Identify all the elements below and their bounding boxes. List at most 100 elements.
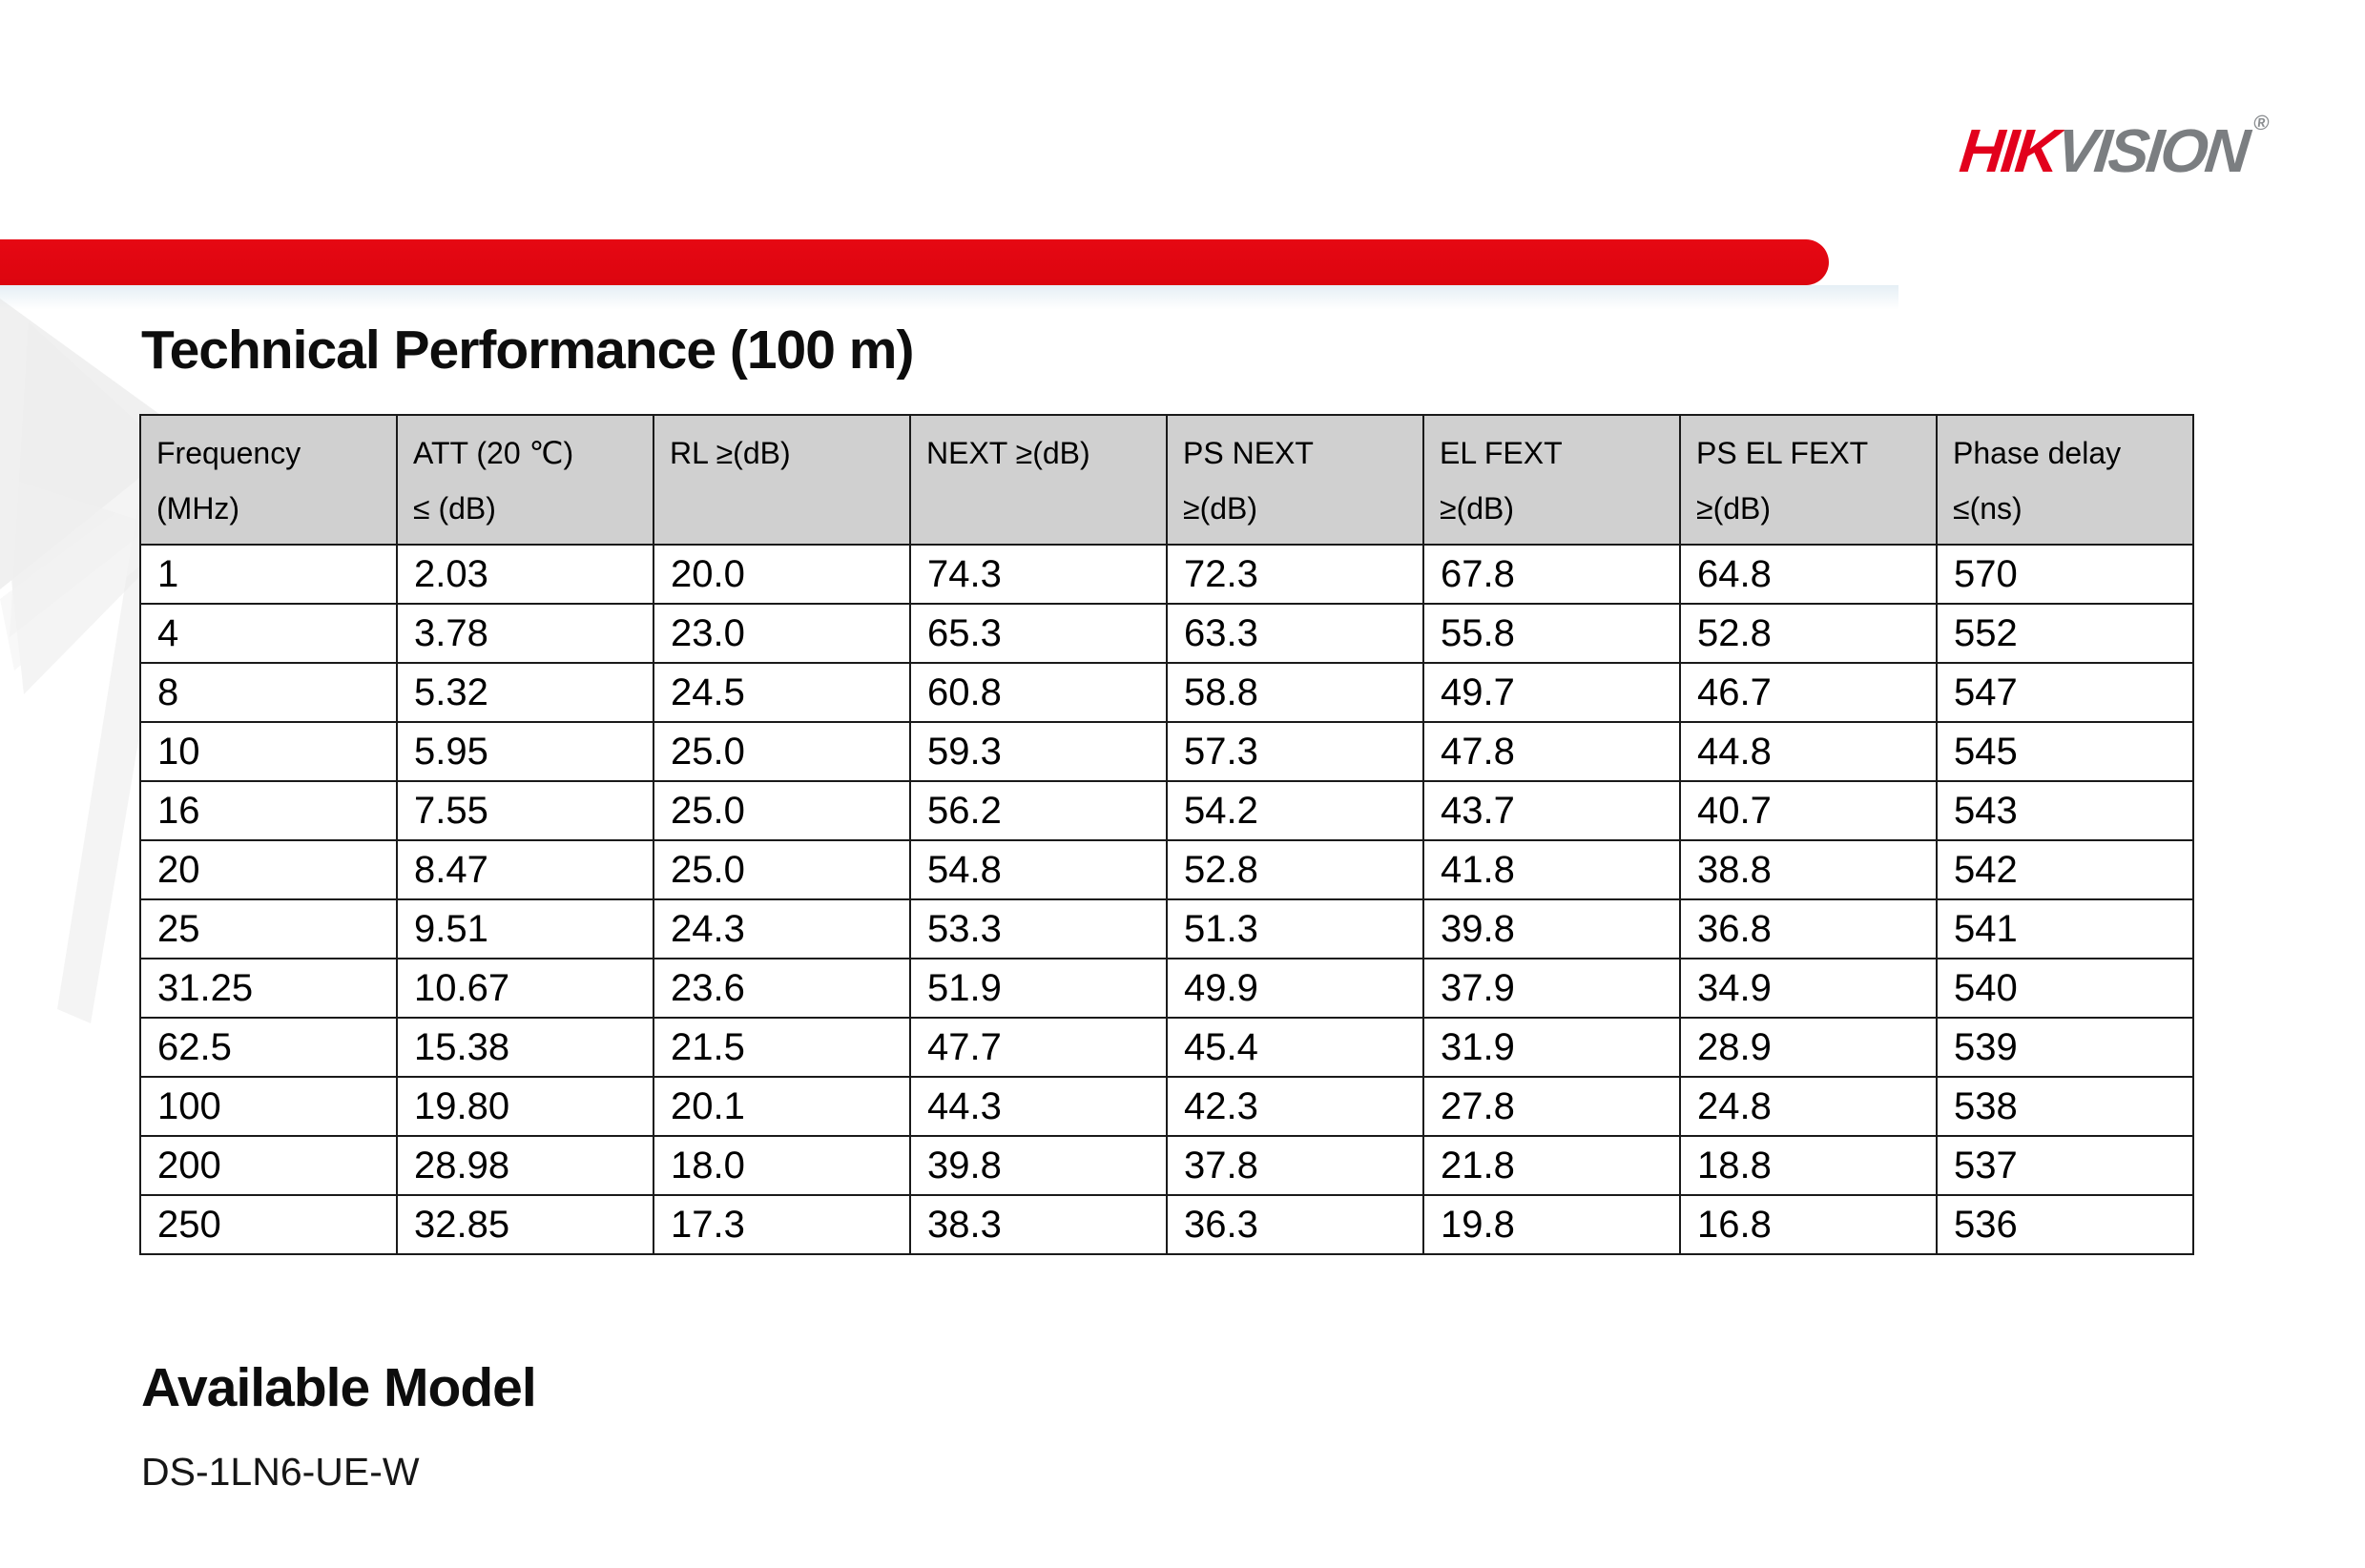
table-cell: 16 <box>139 780 398 841</box>
table-cell: 53.3 <box>909 898 1168 959</box>
technical-performance-table: Frequency (MHz) ATT (20 ℃) ≤ (dB) RL ≥(dB) NE… <box>139 414 2194 1255</box>
table-cell: 60.8 <box>909 662 1168 723</box>
table-cell: 9.51 <box>396 898 654 959</box>
table-cell: 46.7 <box>1679 662 1938 723</box>
table-cell: 49.9 <box>1166 958 1424 1019</box>
table-cell: 49.7 <box>1422 662 1681 723</box>
table-cell: 55.8 <box>1422 603 1681 664</box>
table-cell: 42.3 <box>1166 1076 1424 1137</box>
table-cell: 8.47 <box>396 839 654 900</box>
table-cell: 40.7 <box>1679 780 1938 841</box>
table-cell: 17.3 <box>653 1194 911 1255</box>
section-title-available-model: Available Model <box>141 1357 537 1418</box>
table-cell: 63.3 <box>1166 603 1424 664</box>
table-cell: 542 <box>1936 839 2194 900</box>
table-body: 1 2.03 20.0 74.3 72.3 67.8 64.8 570 4 3.78 23.0 65.… <box>139 544 2194 1255</box>
column-header-line1: PS EL FEXT <box>1696 436 1869 470</box>
table-cell: 25.0 <box>653 721 911 782</box>
table-cell: 25.0 <box>653 780 911 841</box>
column-header-line2: ≤(ns) <box>1953 491 2023 526</box>
table-cell: 23.0 <box>653 603 911 664</box>
table-cell: 15.38 <box>396 1017 654 1078</box>
table-cell: 1 <box>139 544 398 605</box>
table-cell: 24.8 <box>1679 1076 1938 1137</box>
table-cell: 28.98 <box>396 1135 654 1196</box>
column-header-line2: ≥(dB) <box>1183 491 1258 526</box>
table-cell: 37.8 <box>1166 1135 1424 1196</box>
table-cell: 31.9 <box>1422 1017 1681 1078</box>
column-header-line1: ATT (20 ℃) <box>413 436 574 470</box>
logo-vision-text: VISION <box>2052 116 2251 185</box>
column-header-line2: ≤ (dB) <box>413 491 496 526</box>
table-cell: 5.32 <box>396 662 654 723</box>
model-number: DS-1LN6-UE-W <box>141 1450 420 1494</box>
column-header-line2: ≥(dB) <box>1696 491 1772 526</box>
column-header-line1: PS NEXT <box>1183 436 1314 470</box>
table-cell: 7.55 <box>396 780 654 841</box>
column-header-8: Phase delay ≤(ns) <box>1936 414 2194 546</box>
table-cell: 41.8 <box>1422 839 1681 900</box>
table-cell: 25.0 <box>653 839 911 900</box>
column-header-3: RL ≥(dB) <box>653 414 911 546</box>
table-row: 1 2.03 20.0 74.3 72.3 67.8 64.8 570 <box>139 544 2194 605</box>
table-cell: 3.78 <box>396 603 654 664</box>
table-cell: 47.8 <box>1422 721 1681 782</box>
table-cell: 54.2 <box>1166 780 1424 841</box>
table-cell: 38.8 <box>1679 839 1938 900</box>
table-cell: 59.3 <box>909 721 1168 782</box>
table-cell: 543 <box>1936 780 2194 841</box>
table-cell: 8 <box>139 662 398 723</box>
column-header-line1: NEXT ≥(dB) <box>926 436 1090 470</box>
table-cell: 10 <box>139 721 398 782</box>
table-cell: 44.8 <box>1679 721 1938 782</box>
table-cell: 47.7 <box>909 1017 1168 1078</box>
section-title-technical-performance: Technical Performance (100 m) <box>141 320 914 381</box>
hikvision-logo: HIKVISION® <box>1956 111 2271 186</box>
table-cell: 52.8 <box>1166 839 1424 900</box>
table-cell: 4 <box>139 603 398 664</box>
table-cell: 21.5 <box>653 1017 911 1078</box>
table-cell: 64.8 <box>1679 544 1938 605</box>
table-row: 31.25 10.67 23.6 51.9 49.9 37.9 34.9 540 <box>139 958 2194 1019</box>
table-row: 100 19.80 20.1 44.3 42.3 27.8 24.8 538 <box>139 1076 2194 1137</box>
table-cell: 36.8 <box>1679 898 1938 959</box>
table-cell: 57.3 <box>1166 721 1424 782</box>
table-row: 16 7.55 25.0 56.2 54.2 43.7 40.7 543 <box>139 780 2194 841</box>
table-cell: 72.3 <box>1166 544 1424 605</box>
table-cell: 39.8 <box>1422 898 1681 959</box>
table-row: 25 9.51 24.3 53.3 51.3 39.8 36.8 541 <box>139 898 2194 959</box>
band-shadow-strip <box>0 285 1898 310</box>
table-cell: 45.4 <box>1166 1017 1424 1078</box>
table-cell: 5.95 <box>396 721 654 782</box>
column-header-1: Frequency (MHz) <box>139 414 398 546</box>
column-header-line1: Frequency <box>156 436 301 470</box>
table-cell: 52.8 <box>1679 603 1938 664</box>
table-cell: 25 <box>139 898 398 959</box>
table-cell: 44.3 <box>909 1076 1168 1137</box>
table-cell: 200 <box>139 1135 398 1196</box>
table-cell: 2.03 <box>396 544 654 605</box>
table-cell: 18.0 <box>653 1135 911 1196</box>
table-cell: 537 <box>1936 1135 2194 1196</box>
column-header-5: PS NEXT ≥(dB) <box>1166 414 1424 546</box>
red-divider-band <box>0 239 1829 285</box>
table-cell: 23.6 <box>653 958 911 1019</box>
table-cell: 32.85 <box>396 1194 654 1255</box>
table-row: 4 3.78 23.0 65.3 63.3 55.8 52.8 552 <box>139 603 2194 664</box>
registered-trademark-icon: ® <box>2251 111 2271 134</box>
table-cell: 19.8 <box>1422 1194 1681 1255</box>
table-cell: 539 <box>1936 1017 2194 1078</box>
table-row: 62.5 15.38 21.5 47.7 45.4 31.9 28.9 539 <box>139 1017 2194 1078</box>
table-cell: 39.8 <box>909 1135 1168 1196</box>
table-row: 10 5.95 25.0 59.3 57.3 47.8 44.8 545 <box>139 721 2194 782</box>
column-header-7: PS EL FEXT ≥(dB) <box>1679 414 1938 546</box>
column-header-line2: ≥(dB) <box>1440 491 1515 526</box>
logo-hik-text: HIK <box>1956 116 2061 185</box>
table-cell: 43.7 <box>1422 780 1681 841</box>
table-cell: 19.80 <box>396 1076 654 1137</box>
column-header-4: NEXT ≥(dB) <box>909 414 1168 546</box>
table-header: Frequency (MHz) ATT (20 ℃) ≤ (dB) RL ≥(dB) NE… <box>139 414 2194 546</box>
table-cell: 74.3 <box>909 544 1168 605</box>
table-cell: 51.9 <box>909 958 1168 1019</box>
